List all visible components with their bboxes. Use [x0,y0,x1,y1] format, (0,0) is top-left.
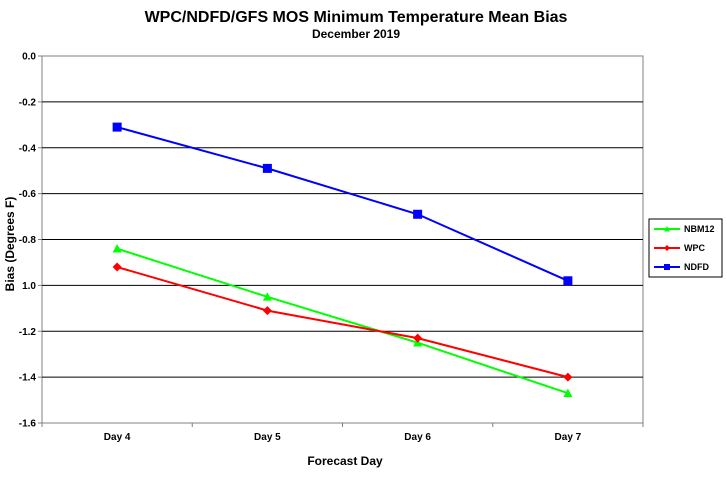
legend-label: WPC [684,243,705,253]
legend-item-ndfd: NDFD [654,262,709,272]
series-line [116,126,569,282]
legend-item-wpc: WPC [654,243,705,253]
series-wpc [112,262,573,382]
data-point [563,276,573,286]
legend-label: NDFD [684,262,709,272]
data-point [413,333,423,343]
data-point [664,245,670,251]
series-ndfd [112,122,573,286]
series-nbm12 [112,244,573,398]
data-point [262,163,272,173]
y-tick-label: -1.6 [19,419,37,430]
legend: NBM12 WPC NDFD [648,218,723,278]
series-line [116,266,569,379]
y-tick-label: 1.0 [22,281,36,292]
y-tick-label: -1.4 [19,373,37,384]
data-point [262,292,272,301]
data-point [112,262,122,272]
x-tick-label: Day 6 [404,432,431,443]
y-tick-label: 0.0 [22,52,36,63]
x-axis-label: Forecast Day [307,454,383,468]
y-tick-label: -0.6 [19,189,37,200]
data-point [262,306,272,316]
data-point [563,372,573,382]
y-tick-label: -0.2 [19,97,37,108]
data-point [112,244,122,253]
chart-subtitle: December 2019 [312,27,400,41]
y-axis-ticks: 0.0 -0.2 -0.4 -0.6 -0.8 1.0 -1.2 -1.4 -1.6 [19,52,42,430]
x-axis-ticks: Day 4 Day 5 Day 6 Day 7 [41,423,644,443]
series-line [116,247,569,395]
x-tick-label: Day 4 [104,432,131,443]
data-point [112,122,122,132]
legend-item-nbm12: NBM12 [654,224,715,234]
chart-title: WPC/NDFD/GFS MOS Minimum Temperature Mea… [145,9,568,26]
y-axis-label: Bias (Degrees F) [3,197,17,292]
gridlines [42,101,643,378]
data-point [413,209,423,219]
data-point [664,226,670,232]
series-group [112,122,573,398]
y-tick-label: -1.2 [19,327,37,338]
x-tick-label: Day 5 [254,432,281,443]
legend-label: NBM12 [684,224,715,234]
data-point [563,388,573,398]
data-point [664,264,670,270]
x-tick-label: Day 7 [555,432,582,443]
y-tick-label: -0.8 [19,235,37,246]
y-tick-label: -0.4 [19,143,37,154]
